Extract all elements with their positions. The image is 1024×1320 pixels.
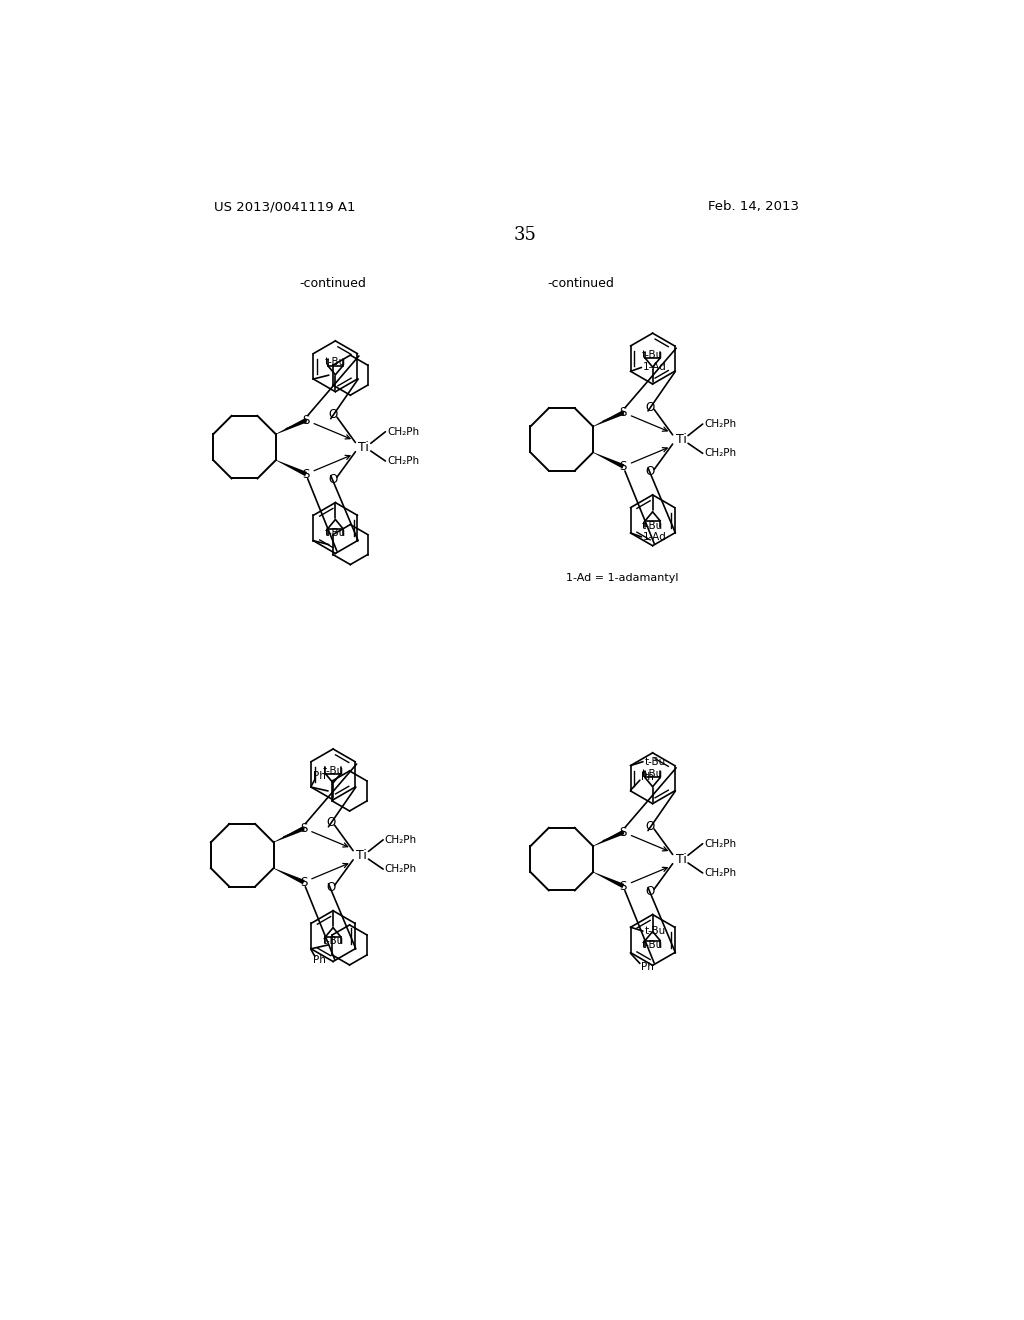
Polygon shape <box>275 459 307 477</box>
Text: t-Bu: t-Bu <box>323 936 344 946</box>
Text: O: O <box>329 408 338 421</box>
Text: CH₂Ph: CH₂Ph <box>387 426 419 437</box>
Text: S: S <box>300 822 307 834</box>
Text: -continued: -continued <box>300 277 367 289</box>
Text: S: S <box>302 413 310 426</box>
Text: 1-Ad: 1-Ad <box>643 532 667 541</box>
Polygon shape <box>593 830 625 846</box>
Text: 35: 35 <box>513 227 537 244</box>
Text: t-Bu: t-Bu <box>642 520 664 531</box>
Text: t-Bu: t-Bu <box>644 927 666 936</box>
Text: Ti: Ti <box>356 849 367 862</box>
Polygon shape <box>275 418 307 434</box>
Text: CH₂Ph: CH₂Ph <box>385 865 417 874</box>
Text: O: O <box>646 820 655 833</box>
Text: O: O <box>329 473 338 486</box>
Text: Feb. 14, 2013: Feb. 14, 2013 <box>708 201 799 214</box>
Text: t-Bu: t-Bu <box>642 940 664 950</box>
Text: O: O <box>646 465 655 478</box>
Text: t-Bu: t-Bu <box>644 756 666 767</box>
Text: CH₂Ph: CH₂Ph <box>705 449 736 458</box>
Polygon shape <box>593 453 625 469</box>
Text: Ti: Ti <box>358 441 370 454</box>
Text: 1-Ad: 1-Ad <box>643 363 667 372</box>
Text: Ph: Ph <box>641 772 654 781</box>
Text: S: S <box>300 875 307 888</box>
Text: O: O <box>326 816 336 829</box>
Text: t-Bu: t-Bu <box>325 528 346 539</box>
Text: Ti: Ti <box>676 433 686 446</box>
Text: CH₂Ph: CH₂Ph <box>705 838 736 849</box>
Text: Ph: Ph <box>641 961 654 972</box>
Text: Ti: Ti <box>676 853 686 866</box>
Text: S: S <box>620 459 627 473</box>
Text: 1-Ad = 1-adamantyl: 1-Ad = 1-adamantyl <box>565 573 678 583</box>
Text: t-Bu: t-Bu <box>642 350 664 360</box>
Text: S: S <box>620 879 627 892</box>
Text: t-Bu: t-Bu <box>642 770 664 779</box>
Text: US 2013/0041119 A1: US 2013/0041119 A1 <box>214 201 355 214</box>
Text: O: O <box>646 400 655 413</box>
Text: S: S <box>620 825 627 838</box>
Text: O: O <box>326 880 336 894</box>
Polygon shape <box>273 869 305 884</box>
Text: CH₂Ph: CH₂Ph <box>385 834 417 845</box>
Polygon shape <box>593 411 625 426</box>
Text: t-Bu: t-Bu <box>325 358 346 367</box>
Text: O: O <box>646 884 655 898</box>
Text: CH₂Ph: CH₂Ph <box>387 455 419 466</box>
Polygon shape <box>273 826 305 842</box>
Text: CH₂Ph: CH₂Ph <box>705 418 736 429</box>
Text: S: S <box>620 407 627 418</box>
Text: S: S <box>302 467 310 480</box>
Text: Ph: Ph <box>313 954 327 965</box>
Text: Ph: Ph <box>313 771 327 781</box>
Text: t-Bu: t-Bu <box>323 766 344 776</box>
Text: CH₂Ph: CH₂Ph <box>705 869 736 878</box>
Text: -continued: -continued <box>548 277 614 289</box>
Polygon shape <box>593 871 625 888</box>
